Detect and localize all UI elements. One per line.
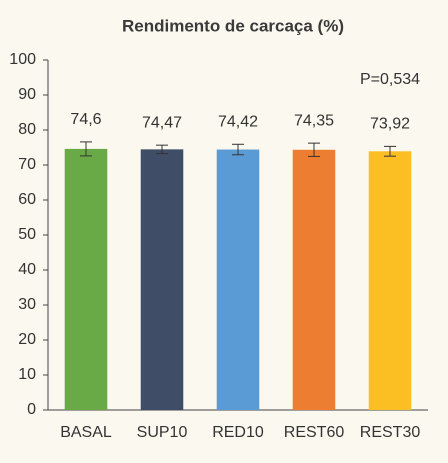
y-tick-label: 10 (18, 366, 36, 383)
x-tick-label: REST30 (360, 424, 421, 441)
bar (368, 151, 412, 410)
bar (216, 149, 260, 410)
x-tick-label: REST60 (284, 424, 345, 441)
bar (64, 148, 108, 410)
x-tick-label: SUP10 (137, 424, 188, 441)
error-bar (232, 143, 244, 156)
y-tick-label: 90 (18, 86, 36, 103)
x-tick-label: RED10 (212, 424, 264, 441)
y-tick-label: 50 (18, 226, 36, 243)
value-label: 73,92 (370, 116, 410, 133)
error-bar (156, 144, 168, 155)
y-tick-label: 100 (9, 51, 36, 68)
y-tick-label: 80 (18, 121, 36, 138)
chart-title: Rendimento de carcaça (%) (122, 16, 344, 35)
y-tick-label: 60 (18, 191, 36, 208)
y-tick-label: 30 (18, 296, 36, 313)
value-label: 74,35 (294, 112, 334, 129)
bar (292, 149, 336, 410)
y-tick-label: 0 (27, 401, 36, 418)
value-label: 74,42 (218, 113, 258, 130)
bar (140, 149, 184, 411)
y-tick-label: 70 (18, 156, 36, 173)
value-label: 74,47 (142, 114, 182, 131)
error-bar (308, 142, 320, 157)
error-bar (384, 145, 396, 157)
annotation: P=0,534 (360, 71, 420, 88)
error-bar (80, 141, 92, 157)
y-tick-label: 20 (18, 331, 36, 348)
value-label: 74,6 (70, 111, 101, 128)
x-tick-label: BASAL (60, 424, 112, 441)
y-tick-label: 40 (18, 261, 36, 278)
